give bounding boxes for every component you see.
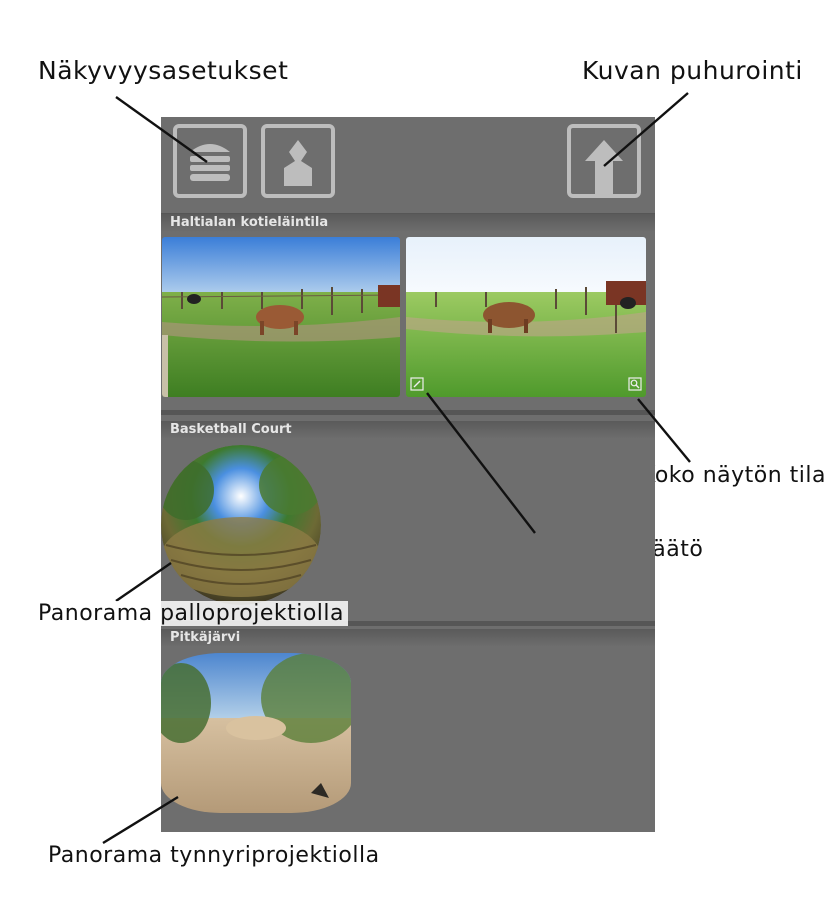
section-title: Haltialan kotieläintila xyxy=(161,214,655,232)
section-title: Basketball Court xyxy=(161,421,655,439)
callout-fullscreen-mode: Koko näytön tila xyxy=(641,463,826,488)
sphere-panorama-thumbnail[interactable] xyxy=(161,445,321,605)
callout-visibility-settings: Näkyvyysasetukset xyxy=(38,56,289,85)
barrel-panorama-image xyxy=(161,653,351,813)
callout-panorama-sphere: Panorama palloprojektiolla xyxy=(34,601,349,626)
app-window: Haltialan kotieläintila xyxy=(161,117,655,832)
edit-settings-icon[interactable] xyxy=(410,377,424,391)
user-profile-icon xyxy=(284,140,312,186)
share-upload-icon xyxy=(585,140,623,194)
callout-image-share: Kuvan puhurointi xyxy=(582,56,803,85)
section-divider xyxy=(161,410,655,415)
profile-button[interactable] xyxy=(261,124,335,198)
callout-panorama-barrel: Panorama tynnyriprojektiolla xyxy=(48,843,380,868)
sphere-panorama-image xyxy=(161,445,321,605)
visibility-menu-button[interactable] xyxy=(173,124,247,198)
section-divider xyxy=(161,621,655,626)
farm-photo-adjusted-image xyxy=(406,237,646,397)
farm-photo-image xyxy=(162,237,400,397)
fullscreen-zoom-icon[interactable] xyxy=(628,377,642,391)
hamburger-menu-icon xyxy=(190,144,230,181)
barrel-panorama-thumbnail[interactable] xyxy=(161,653,351,813)
farm-photo-adjusted-thumbnail[interactable] xyxy=(406,237,646,397)
farm-photo-thumbnail[interactable] xyxy=(162,237,400,397)
share-button[interactable] xyxy=(567,124,641,198)
section-title: Pitkäjärvi xyxy=(161,629,655,647)
